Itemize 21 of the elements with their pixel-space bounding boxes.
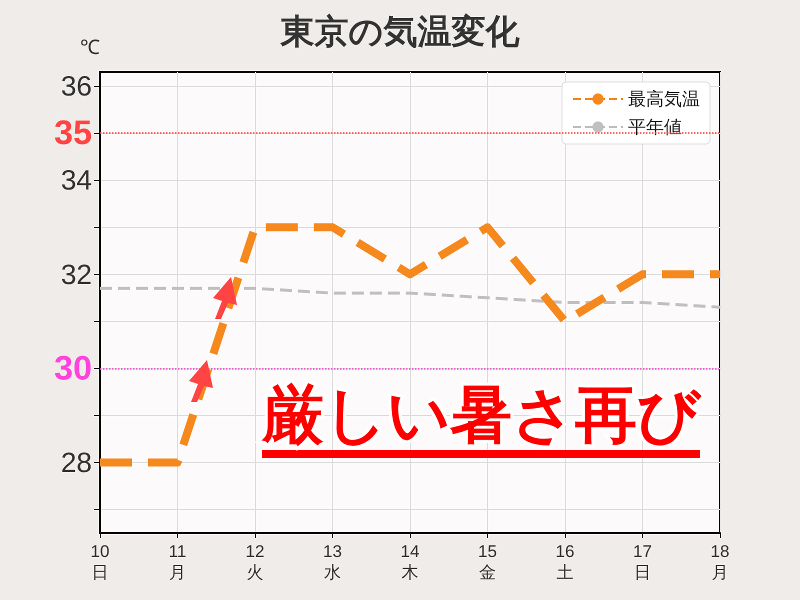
y-tick-label: 34 xyxy=(60,164,92,196)
x-tick-label: 14 木 xyxy=(400,542,420,582)
x-tick-label: 13 水 xyxy=(323,542,342,582)
y-tick-label: 36 xyxy=(60,70,92,102)
x-tick-label: 17 日 xyxy=(633,542,652,582)
chart-title: 東京の気温変化 xyxy=(280,13,520,51)
x-tick-label: 10 日 xyxy=(90,542,110,582)
x-tick-label: 12 火 xyxy=(246,542,264,582)
y-tick-label: 32 xyxy=(60,258,92,290)
y-axis-title: ℃ xyxy=(80,37,100,59)
legend-label: 最高気温 xyxy=(628,89,700,109)
legend-label: 平年値 xyxy=(628,117,682,137)
y-tick-label: 30 xyxy=(54,349,92,388)
x-tick-label: 16 土 xyxy=(556,542,574,582)
y-tick-label: 28 xyxy=(60,446,92,478)
x-tick-label: 18 月 xyxy=(710,542,730,582)
y-tick-label: 35 xyxy=(54,114,92,152)
annotation: 厳しい暑さ再び xyxy=(262,378,700,458)
x-tick-label: 15 金 xyxy=(478,542,497,582)
x-tick-label: 11 月 xyxy=(168,542,186,582)
line-series xyxy=(98,286,722,309)
